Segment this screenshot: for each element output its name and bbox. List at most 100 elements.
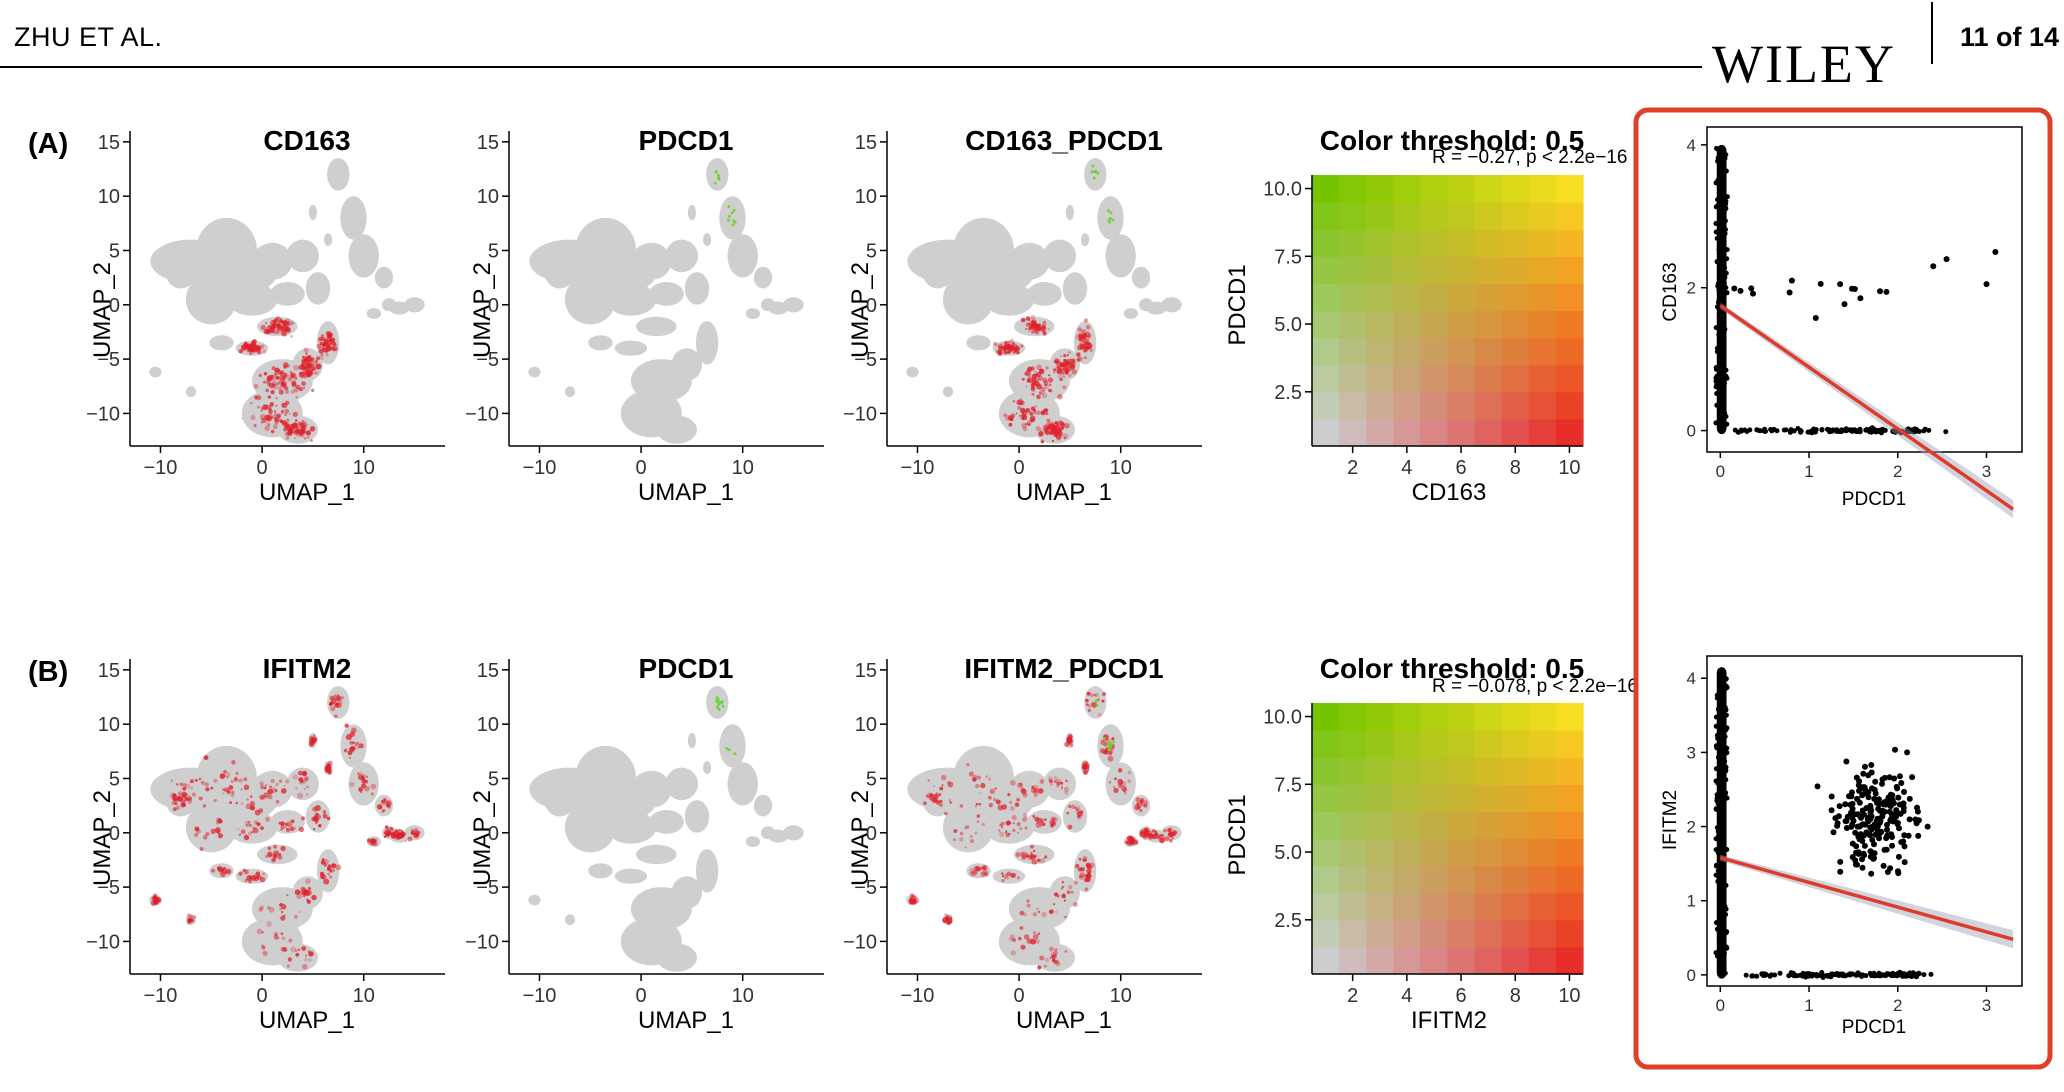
expression-dot bbox=[1049, 819, 1055, 825]
y-tick-label: 5.0 bbox=[1274, 314, 1302, 336]
expression-dot bbox=[1136, 802, 1140, 806]
heat-cell bbox=[1555, 730, 1584, 758]
umap-ylabel-a1: UMAP_2 bbox=[89, 262, 116, 358]
expression-dot bbox=[1010, 780, 1016, 786]
umap-cluster bbox=[614, 340, 648, 356]
umap-cluster bbox=[1131, 266, 1151, 289]
expression-dot bbox=[1027, 366, 1033, 372]
expression-dot bbox=[1041, 387, 1046, 392]
expression-dot bbox=[1007, 832, 1011, 836]
expression-dot bbox=[1086, 868, 1092, 874]
x-tick-label: 1 bbox=[1804, 462, 1813, 481]
expression-dot bbox=[256, 874, 262, 880]
expression-dot bbox=[1090, 693, 1094, 698]
expression-dot bbox=[381, 810, 384, 813]
point bbox=[1900, 800, 1907, 807]
heat-cell bbox=[1366, 757, 1394, 785]
umap-cluster bbox=[719, 724, 746, 768]
expression-dot bbox=[1043, 855, 1048, 859]
expression-dot bbox=[1031, 392, 1035, 396]
expression-dot bbox=[1034, 381, 1041, 387]
expression-dot bbox=[1041, 324, 1046, 329]
point bbox=[1898, 780, 1905, 786]
expression-dot bbox=[210, 786, 214, 790]
point bbox=[1837, 281, 1844, 288]
point bbox=[1714, 926, 1720, 932]
heat-cell bbox=[1312, 310, 1340, 339]
expression-dot bbox=[1014, 802, 1020, 807]
threshold-title-b: Color threshold: 0.5 bbox=[1320, 653, 1584, 684]
expression-dot bbox=[923, 801, 927, 805]
expression-dot bbox=[275, 782, 280, 787]
expression-dot bbox=[1102, 750, 1108, 755]
point bbox=[1884, 869, 1891, 875]
expression-dot bbox=[309, 741, 315, 747]
expression-dot-green bbox=[715, 699, 718, 703]
expression-dot bbox=[1078, 858, 1082, 861]
expression-dot bbox=[271, 380, 275, 384]
expression-dot bbox=[1053, 950, 1058, 956]
expression-dot bbox=[294, 949, 298, 953]
expression-dot bbox=[273, 410, 277, 413]
expression-dot bbox=[213, 799, 217, 803]
expression-dot bbox=[298, 826, 304, 833]
umap-cluster bbox=[783, 825, 804, 841]
expression-dot bbox=[1110, 747, 1115, 751]
expression-dot-green bbox=[731, 223, 735, 227]
point bbox=[1720, 218, 1726, 224]
expression-dot bbox=[1059, 362, 1065, 367]
expression-dot bbox=[1032, 324, 1036, 328]
point bbox=[1843, 825, 1850, 831]
expression-dot bbox=[288, 429, 293, 434]
expression-dot bbox=[333, 346, 338, 352]
header-rule bbox=[0, 66, 1702, 68]
expression-dot bbox=[1134, 804, 1141, 811]
expression-dot bbox=[274, 420, 279, 425]
expression-dot bbox=[400, 829, 404, 833]
umap-cluster bbox=[286, 239, 320, 273]
heat-cell bbox=[1447, 310, 1476, 339]
point bbox=[1722, 155, 1728, 161]
expression-dot bbox=[279, 902, 283, 906]
point bbox=[1810, 427, 1816, 433]
panel-label-a: (A) bbox=[28, 128, 68, 160]
expression-dot bbox=[1043, 818, 1047, 822]
expression-dot bbox=[204, 782, 209, 787]
corr-xlabel-a: PDCD1 bbox=[1842, 489, 1906, 510]
expression-dot bbox=[1052, 368, 1057, 372]
umap-cluster bbox=[1009, 242, 1050, 280]
expression-dot bbox=[1036, 410, 1041, 415]
heat-cell bbox=[1366, 811, 1394, 840]
expression-dot bbox=[370, 838, 376, 844]
expression-dot bbox=[341, 696, 345, 700]
expression-dot bbox=[280, 320, 284, 324]
expression-dot bbox=[938, 800, 941, 803]
heat-cell bbox=[1420, 229, 1449, 257]
umap-cluster bbox=[588, 335, 613, 351]
expression-dot bbox=[295, 396, 298, 399]
point bbox=[1864, 427, 1870, 432]
expression-dot bbox=[1007, 344, 1011, 349]
point bbox=[1859, 864, 1866, 871]
point bbox=[1842, 801, 1849, 808]
point bbox=[1715, 868, 1721, 874]
point bbox=[1722, 274, 1728, 280]
expression-dot bbox=[272, 858, 276, 862]
expression-dot bbox=[1029, 415, 1036, 422]
heat-cell bbox=[1312, 175, 1340, 203]
expression-dot bbox=[1032, 912, 1037, 917]
point bbox=[1720, 888, 1726, 894]
expression-dot bbox=[303, 347, 309, 353]
expression-dots bbox=[908, 691, 1178, 970]
y-tick-label: 15 bbox=[477, 132, 499, 154]
expression-dot bbox=[988, 795, 992, 800]
expression-dot bbox=[187, 913, 191, 917]
expression-dot bbox=[280, 845, 286, 852]
expression-dot bbox=[1082, 856, 1088, 862]
expression-dot bbox=[1055, 778, 1062, 785]
x-tick-label: −10 bbox=[901, 457, 935, 479]
heat-cell bbox=[1474, 811, 1503, 840]
umap-cluster bbox=[656, 943, 697, 972]
point bbox=[1713, 723, 1719, 729]
y-tick-label: 10 bbox=[855, 714, 877, 736]
